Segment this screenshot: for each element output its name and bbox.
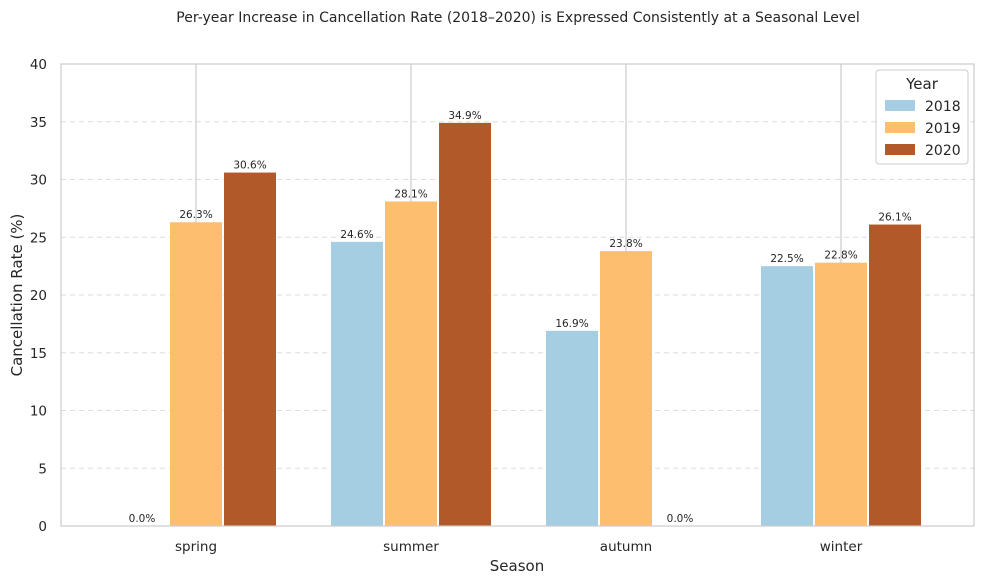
y-tick-label: 0 — [38, 519, 47, 535]
bar-value-label: 34.9% — [448, 110, 481, 122]
legend-title: Year — [905, 75, 939, 93]
legend-items: 2018 2019 2020 — [885, 99, 961, 159]
bar-2018-winter — [761, 266, 813, 526]
bar-2018-summer — [331, 241, 383, 526]
x-tick-label: summer — [383, 539, 439, 555]
y-tick-label: 40 — [30, 57, 47, 73]
plot-frame — [60, 63, 975, 527]
x-tick-label: winter — [820, 539, 863, 555]
bars — [170, 122, 921, 527]
bar-value-label: 0.0% — [129, 513, 156, 525]
y-axis-ticks: 0 5 10 15 20 25 30 35 40 — [30, 57, 47, 535]
legend-label-2018: 2018 — [925, 99, 961, 115]
bar-2018-autumn — [546, 330, 598, 526]
bar-value-label: 0.0% — [667, 513, 694, 525]
bar-2019-spring — [170, 222, 222, 527]
bar-value-label: 30.6% — [233, 160, 266, 172]
bar-2020-summer — [439, 122, 491, 526]
legend-label-2020: 2020 — [925, 143, 961, 159]
y-tick-label: 35 — [30, 115, 47, 131]
x-axis-ticks: spring summer autumn winter — [175, 539, 863, 555]
bar-value-label: 28.1% — [394, 188, 427, 200]
y-tick-label: 30 — [30, 173, 47, 189]
bar-2019-summer — [385, 201, 437, 526]
legend-swatch-2020 — [885, 144, 915, 155]
y-tick-label: 5 — [38, 461, 47, 477]
bar-value-label: 22.8% — [824, 250, 857, 262]
y-tick-label: 15 — [30, 346, 47, 362]
legend-box — [875, 69, 969, 165]
y-tick-label: 10 — [30, 404, 47, 420]
bar-value-label: 26.3% — [179, 209, 212, 221]
bar-value-label: 24.6% — [340, 229, 373, 241]
x-axis-label: Season — [490, 557, 544, 575]
x-tick-label: autumn — [600, 539, 652, 555]
bar-2019-winter — [815, 262, 867, 526]
chart-title: Per-year Increase in Cancellation Rate (… — [176, 10, 859, 26]
y-axis-label: Cancellation Rate (%) — [8, 214, 26, 377]
legend-label-2019: 2019 — [925, 121, 961, 137]
bar-2020-spring — [224, 172, 276, 526]
legend-swatch-2018 — [885, 100, 915, 111]
x-tick-label: spring — [175, 539, 217, 555]
legend: Year 2018 2019 2020 — [875, 69, 969, 165]
bar-value-label: 26.1% — [878, 212, 911, 224]
bar-2020-winter — [869, 224, 921, 527]
y-tick-label: 20 — [30, 288, 47, 304]
bar-value-label: 23.8% — [609, 238, 642, 250]
y-tick-label: 25 — [30, 230, 47, 246]
bar-labels: 0.0% 24.6% 16.9% 22.5% 26.3% 28.1% 23.8% 22.8% 3… — [129, 110, 912, 525]
bar-value-label: 22.5% — [770, 253, 803, 265]
bar-2019-autumn — [600, 251, 652, 527]
bar-value-label: 16.9% — [555, 318, 588, 330]
legend-swatch-2019 — [885, 122, 915, 133]
